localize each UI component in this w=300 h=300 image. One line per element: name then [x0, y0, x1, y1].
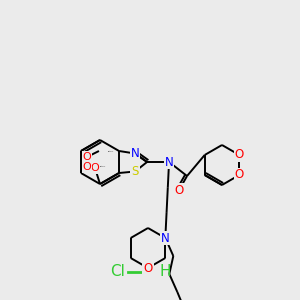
- Text: N: N: [131, 147, 140, 160]
- Text: O: O: [235, 148, 244, 161]
- Text: S: S: [131, 165, 139, 178]
- Text: O: O: [82, 152, 91, 162]
- Text: O: O: [235, 169, 244, 182]
- Text: methoxy: methoxy: [100, 166, 106, 167]
- Text: O: O: [174, 184, 184, 196]
- Text: methoxy: methoxy: [80, 162, 86, 164]
- Text: methoxy: methoxy: [108, 150, 114, 152]
- Text: O: O: [143, 262, 153, 275]
- Text: N: N: [161, 232, 170, 244]
- Text: H: H: [159, 265, 171, 280]
- Text: O: O: [82, 162, 91, 172]
- Text: Cl: Cl: [111, 265, 125, 280]
- Text: N: N: [165, 155, 173, 169]
- Text: O: O: [91, 163, 99, 173]
